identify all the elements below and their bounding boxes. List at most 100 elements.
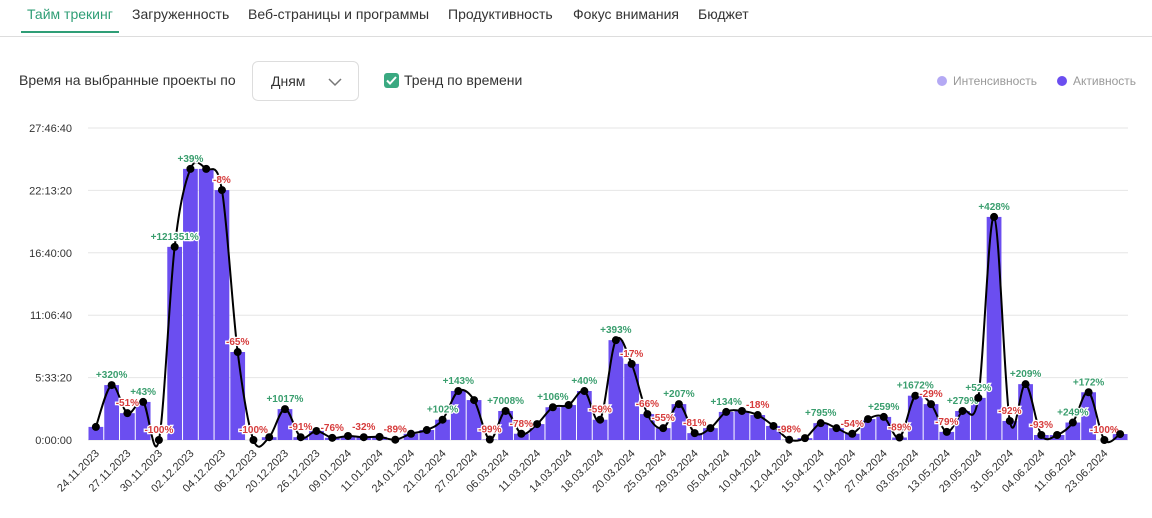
bar [356,437,372,440]
period-dropdown[interactable]: Дням [252,61,359,101]
bar [797,438,813,440]
change-label: +121351% [151,232,199,243]
trend-point [485,435,494,444]
check-icon [386,76,397,85]
x-tick-label: 04.12.2023 [181,448,228,495]
x-tick-label: 31.05.2024 [969,448,1016,495]
y-tick-label: 11:06:40 [30,310,72,322]
x-tick-label: 20.12.2023 [244,448,291,495]
x-tick-label: 29.03.2024 [653,448,700,495]
change-label: +207% [663,389,695,400]
change-label: +249% [1057,408,1089,419]
tab[interactable]: Фокус внимания [573,6,679,22]
trend-point [659,424,668,433]
bar [813,423,829,440]
bar [120,413,135,440]
bar [734,410,750,440]
trend-point [470,396,479,405]
x-tick-label: 13.05.2024 [905,448,952,495]
change-label: -100% [144,425,173,436]
change-label: +143% [443,376,475,387]
x-tick-label: 03.05.2024 [874,448,921,495]
change-label: +795% [805,408,837,419]
tab[interactable]: Веб-страницы и программы [248,6,430,22]
trend-point [139,397,148,406]
change-label: +134% [710,397,742,408]
trend-point [706,424,715,433]
bar [277,409,293,440]
trend-checkbox[interactable] [384,73,399,88]
change-label: -89% [888,423,911,434]
trend-point [501,406,510,415]
trend-point [375,432,384,441]
bar [1002,420,1018,440]
trend-point [911,391,920,400]
y-tick-label: 22:13:20 [29,185,72,197]
x-tick-label: 02.12.2023 [149,448,196,495]
change-label: -51% [116,398,139,409]
trend-point [517,429,526,438]
x-tick-label: 09.01.2024 [307,448,354,495]
change-label: -66% [636,399,659,410]
trend-point [990,212,999,221]
x-tick-label: 27.11.2023 [87,448,134,495]
bar [372,436,387,440]
change-label: +209% [1010,369,1042,380]
bar [529,424,545,440]
change-label: +39% [177,154,203,165]
change-label: -92% [998,406,1021,417]
bar [435,419,450,440]
bar [1033,435,1049,440]
legend-label: Интенсивность [953,74,1037,88]
change-label: +102% [427,405,459,416]
trend-point [627,359,636,368]
x-tick-label: 27.04.2024 [842,448,889,495]
change-label: -100% [239,425,268,436]
trend-point [454,387,463,396]
tab[interactable]: Бюджет [698,6,749,22]
change-label: -99% [478,425,501,436]
bar [545,407,561,440]
bar [955,410,970,440]
trend-point [548,403,557,412]
change-label: -65% [226,337,249,348]
change-label: +320% [96,370,128,381]
bar [1112,434,1128,440]
bar [829,428,844,440]
x-tick-label: 11.06.2024 [1032,448,1079,495]
bar [703,428,718,440]
tab[interactable]: Продуктивность [448,6,553,22]
x-tick-label: 12.04.2024 [748,448,795,495]
bar [403,433,419,440]
change-label: -81% [683,418,706,429]
trend-point [107,381,116,390]
trend-point [816,419,825,428]
trend-point [596,415,605,424]
change-label: +40% [571,376,597,387]
trend-point [1100,436,1109,444]
legend-marker [937,76,947,86]
bar [498,410,513,440]
bar [230,352,246,440]
change-label: -93% [1030,420,1053,431]
bar [513,433,529,440]
change-label: -29% [919,389,942,400]
trend-point [1021,380,1030,389]
bar [183,168,198,440]
trend-point [391,435,400,444]
change-label: -54% [841,419,864,430]
trend-point [832,424,841,433]
trend-point [864,415,872,424]
change-label: +259% [868,402,900,413]
trend-point [170,242,179,251]
x-tick-label: 24.11.2023 [55,448,102,495]
bar [104,385,120,440]
bar [718,411,734,440]
tab[interactable]: Тайм трекинг [21,6,119,33]
period-label: Время на выбранные проекты по [19,72,236,88]
x-tick-label: 14.03.2024 [527,448,574,495]
bar [576,391,592,440]
change-label: -59% [588,405,611,416]
tab[interactable]: Загруженность [132,6,230,22]
